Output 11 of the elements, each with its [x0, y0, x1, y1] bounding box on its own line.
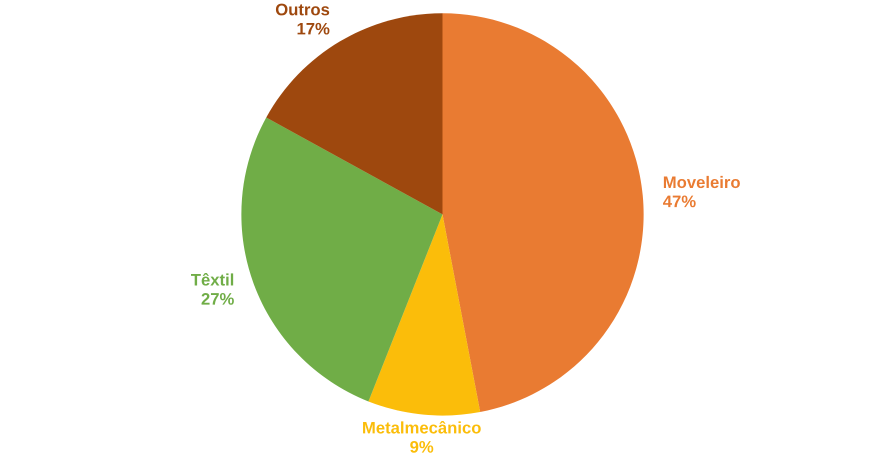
pie-slice [368, 214, 480, 416]
pie-slice [442, 13, 644, 412]
slice-label: Moveleiro [664, 176, 740, 188]
slice-label: Metalmecânico [363, 420, 481, 434]
data-label: 47% [663, 196, 696, 208]
pie-slice [241, 118, 442, 402]
data-label: 17% [298, 22, 330, 35]
data-label: 27% [202, 292, 234, 305]
slice-label: Outros [276, 4, 330, 16]
data-label: 9% [410, 440, 434, 453]
slice-label: Têxtil [190, 273, 234, 286]
